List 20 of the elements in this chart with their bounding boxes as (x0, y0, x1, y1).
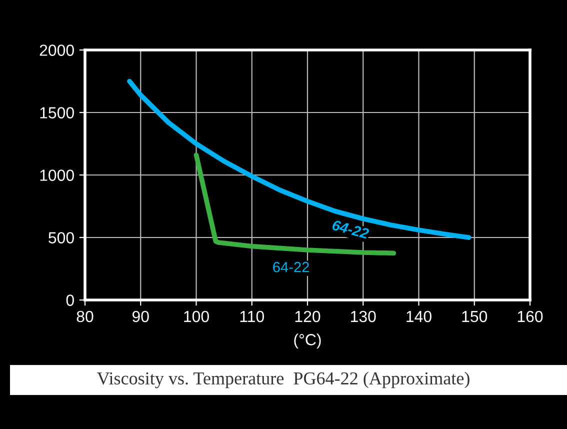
x-tick-label: 150 (462, 310, 488, 322)
x-tick-label: 80 (76, 310, 94, 322)
y-tick-label: 1500 (40, 107, 74, 118)
x-tick-label: 90 (132, 310, 149, 322)
x-axis-title: (°C) (294, 334, 321, 349)
line-series (127, 78, 472, 240)
y-tick-label: 1000 (40, 170, 74, 181)
text: Viscosity vs. Temperature PG64-22 (Approximate) (96, 372, 470, 388)
x-tick-label: 160 (518, 310, 543, 322)
x-tick-label: 130 (351, 310, 376, 322)
series-label: 64-22 (273, 262, 309, 272)
x-tick-label: 110 (240, 310, 264, 322)
y-tick-label: 0 (66, 294, 74, 306)
x-tick-label: 100 (184, 310, 209, 322)
y-tick-label: 500 (48, 232, 74, 244)
x-tick-label: 120 (295, 310, 320, 322)
x-tick-label: 140 (406, 310, 432, 322)
y-tick-label: 2000 (40, 44, 74, 56)
line-series (194, 152, 396, 256)
text: 64-22 (332, 220, 370, 240)
